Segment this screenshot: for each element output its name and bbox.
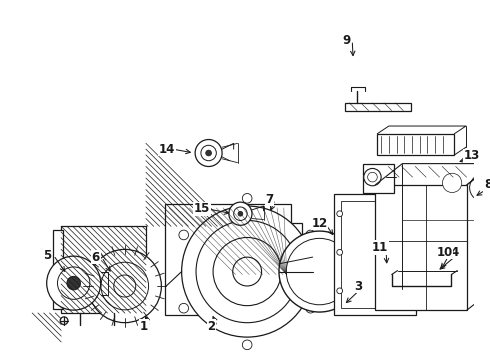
Text: 9: 9: [343, 34, 350, 47]
Text: 12: 12: [311, 217, 328, 230]
Circle shape: [407, 249, 413, 255]
Bar: [375, 185, 467, 310]
Text: 5: 5: [44, 249, 52, 262]
Circle shape: [213, 238, 281, 306]
Circle shape: [234, 207, 247, 220]
Bar: [53, 230, 63, 309]
Circle shape: [179, 230, 189, 240]
Circle shape: [306, 303, 316, 313]
Text: 15: 15: [194, 202, 210, 215]
Circle shape: [407, 211, 413, 217]
Bar: [165, 204, 291, 315]
Text: 4: 4: [450, 246, 459, 259]
Circle shape: [195, 140, 222, 167]
Circle shape: [337, 211, 343, 217]
Bar: [291, 223, 302, 296]
Circle shape: [206, 150, 212, 156]
Circle shape: [47, 256, 100, 310]
Bar: [334, 194, 416, 315]
Circle shape: [243, 193, 252, 203]
Circle shape: [179, 303, 189, 313]
Circle shape: [196, 220, 298, 323]
Circle shape: [279, 231, 360, 312]
Bar: [61, 226, 146, 313]
Text: 7: 7: [265, 193, 273, 206]
Circle shape: [60, 317, 68, 325]
Circle shape: [286, 238, 353, 305]
Text: 8: 8: [484, 178, 490, 191]
Circle shape: [306, 230, 316, 240]
Circle shape: [364, 168, 381, 186]
Text: 3: 3: [354, 279, 362, 293]
Text: 11: 11: [372, 241, 388, 254]
Bar: [363, 163, 393, 193]
Text: 2: 2: [207, 320, 216, 333]
Circle shape: [67, 276, 80, 290]
Text: 13: 13: [464, 149, 480, 162]
Text: 6: 6: [92, 251, 100, 264]
Circle shape: [206, 264, 221, 279]
Circle shape: [337, 288, 343, 294]
Circle shape: [101, 262, 148, 310]
Circle shape: [442, 173, 462, 193]
Bar: [341, 201, 409, 308]
Circle shape: [368, 172, 377, 182]
Circle shape: [225, 264, 241, 279]
Circle shape: [114, 275, 136, 297]
Circle shape: [243, 340, 252, 350]
Circle shape: [88, 249, 161, 323]
Bar: [345, 103, 411, 111]
Bar: [377, 134, 454, 155]
Text: 14: 14: [159, 143, 175, 156]
Circle shape: [407, 288, 413, 294]
Circle shape: [182, 206, 313, 337]
Circle shape: [233, 257, 262, 286]
Circle shape: [469, 174, 490, 201]
Circle shape: [475, 180, 490, 195]
Circle shape: [57, 267, 90, 299]
Circle shape: [201, 145, 216, 161]
Text: 1: 1: [140, 320, 148, 333]
Circle shape: [337, 249, 343, 255]
Text: 10: 10: [437, 246, 453, 259]
Circle shape: [229, 202, 252, 225]
Circle shape: [238, 211, 243, 216]
